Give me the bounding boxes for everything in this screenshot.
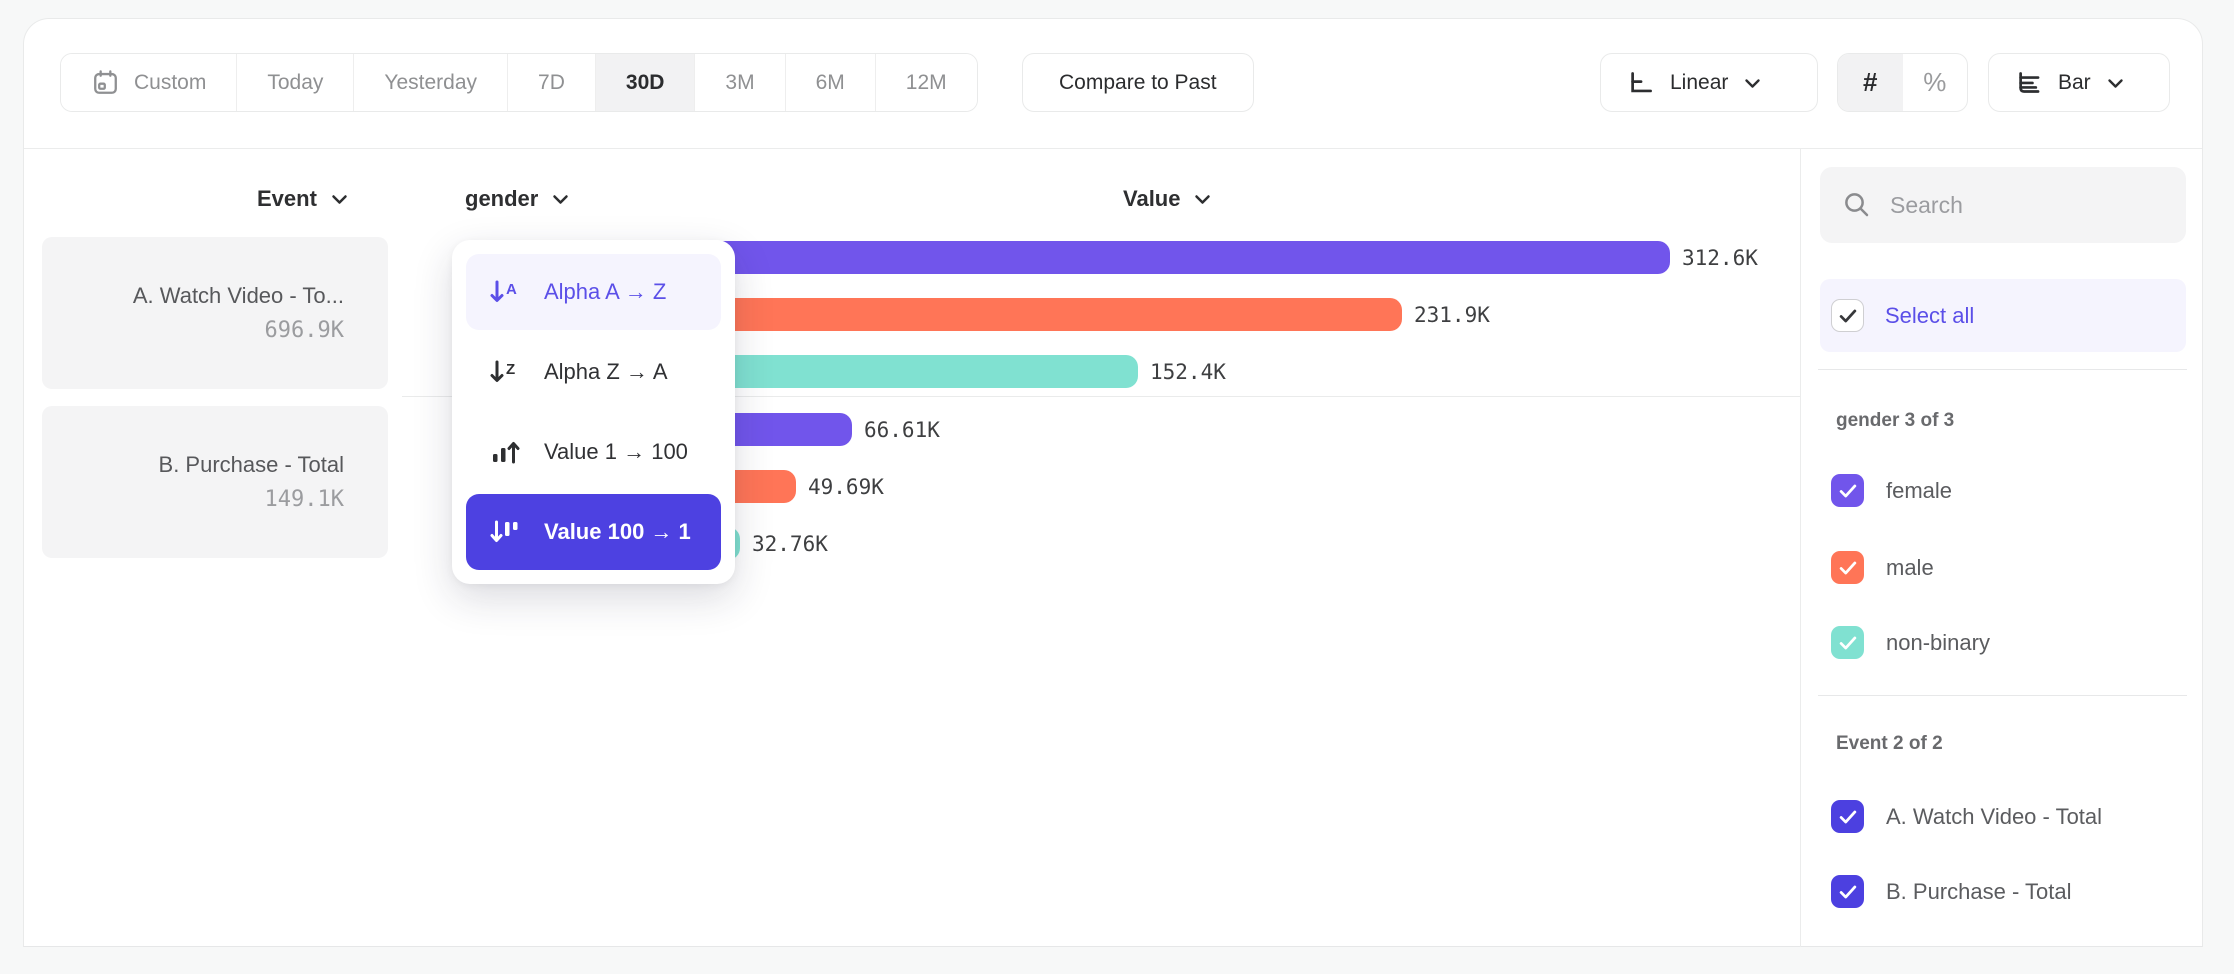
date-range-30d-selected[interactable]: 30D	[595, 54, 696, 111]
filter-row-nonbinary[interactable]: non-binary	[1831, 626, 1990, 659]
compare-to-past-button[interactable]: Compare to Past	[1022, 53, 1254, 112]
bar-male-watch-video[interactable]	[631, 298, 1402, 331]
chevron-down-icon	[2107, 71, 2124, 95]
sort-alpha-asc-icon: A	[484, 277, 526, 307]
bar-value-label: 32.76K	[752, 531, 828, 556]
value-format-toggle: # %	[1837, 53, 1968, 112]
chevron-down-icon	[553, 194, 569, 204]
sidebar-divider	[1800, 149, 1801, 947]
percent-values-toggle[interactable]: %	[1903, 54, 1968, 111]
filter-row-watch-video[interactable]: A. Watch Video - Total	[1831, 800, 2102, 833]
filter-row-female[interactable]: female	[1831, 474, 1952, 507]
scale-selector-linear[interactable]: Linear	[1600, 53, 1818, 112]
event-section-title: Event 2 of 2	[1836, 733, 1943, 754]
event-card-total: 696.9K	[264, 318, 344, 343]
male-checkbox[interactable]	[1831, 551, 1864, 584]
event-card-title: B. Purchase - Total	[158, 452, 344, 477]
event-card-purchase[interactable]: B. Purchase - Total 149.1K	[42, 406, 388, 558]
svg-text:A: A	[506, 281, 517, 298]
date-range-3m[interactable]: 3M	[695, 54, 786, 111]
select-all-checkbox[interactable]	[1831, 299, 1864, 332]
date-range-today[interactable]: Today	[237, 54, 355, 111]
sort-value-asc-icon	[484, 437, 526, 467]
svg-text:Z: Z	[506, 361, 515, 378]
date-range-6m[interactable]: 6M	[785, 54, 876, 111]
select-all-row[interactable]: Select all	[1820, 279, 2186, 352]
chevron-down-icon	[1744, 71, 1761, 95]
percent-icon: %	[1923, 67, 1947, 97]
date-range-yesterday[interactable]: Yesterday	[354, 54, 509, 111]
event-card-watch-video[interactable]: A. Watch Video - To... 696.9K	[42, 237, 388, 389]
bar-value-label: 312.6K	[1682, 245, 1758, 270]
bar-row: 231.9K	[631, 298, 1490, 331]
sort-alpha-desc-icon: Z	[484, 357, 526, 387]
search-box	[1820, 167, 2186, 243]
event-group-divider	[402, 396, 1800, 397]
female-checkbox[interactable]	[1831, 474, 1864, 507]
date-range-custom[interactable]: Custom	[61, 54, 238, 111]
filter-sidebar: Select all gender 3 of 3 female male non…	[1800, 148, 2203, 947]
filter-row-purchase[interactable]: B. Purchase - Total	[1831, 875, 2071, 908]
date-range-7d[interactable]: 7D	[508, 54, 596, 111]
sort-value-desc-icon	[484, 517, 526, 547]
date-range-label: Custom	[134, 70, 207, 94]
search-icon	[1842, 190, 1872, 220]
sort-option-alpha-asc[interactable]: A Alpha A → Z	[466, 254, 721, 330]
toolbar-divider	[24, 148, 2202, 149]
axis-scale-icon	[1627, 69, 1654, 96]
chevron-down-icon	[332, 194, 347, 204]
hash-icon: #	[1863, 67, 1878, 97]
filter-row-male[interactable]: male	[1831, 551, 1934, 584]
sort-menu-popup: A Alpha A → Z Z Alpha Z → A	[452, 240, 735, 584]
chevron-down-icon	[1195, 194, 1211, 204]
date-range-group: Custom Today Yesterday 7D 30D 3M 6M 12M	[60, 53, 978, 112]
bar-value-label: 49.69K	[808, 474, 884, 499]
bar-value-label: 152.4K	[1150, 359, 1226, 384]
calendar-icon	[91, 68, 120, 97]
event-card-title: A. Watch Video - To...	[132, 283, 344, 308]
gender-section-title: gender 3 of 3	[1836, 410, 1955, 431]
bar-value-label: 231.9K	[1414, 302, 1490, 327]
sort-option-value-desc-selected[interactable]: Value 100 → 1	[466, 494, 721, 570]
sidebar-section-divider	[1818, 695, 2187, 696]
bar-female-watch-video[interactable]	[631, 241, 1670, 274]
watch-video-checkbox[interactable]	[1831, 800, 1864, 833]
toolbar: Custom Today Yesterday 7D 30D 3M 6M 12M …	[0, 0, 2234, 148]
chart-pane: Event gender Value A. Watch Video - To..…	[23, 148, 1800, 947]
nonbinary-checkbox[interactable]	[1831, 626, 1864, 659]
search-input[interactable]	[1890, 191, 2186, 219]
sort-option-value-asc[interactable]: Value 1 → 100	[466, 414, 721, 490]
event-column-header[interactable]: Event	[257, 184, 348, 214]
purchase-checkbox[interactable]	[1831, 875, 1864, 908]
bar-value-label: 66.61K	[864, 417, 940, 442]
bar-chart-icon	[2015, 69, 2042, 96]
date-range-12m[interactable]: 12M	[875, 54, 977, 111]
sort-option-alpha-desc[interactable]: Z Alpha Z → A	[466, 334, 721, 410]
absolute-values-toggle[interactable]: #	[1838, 54, 1903, 111]
breakdown-column-header[interactable]: gender	[465, 184, 569, 214]
bar-row: 312.6K	[631, 241, 1758, 274]
value-column-header[interactable]: Value	[1123, 184, 1211, 214]
event-card-total: 149.1K	[264, 487, 344, 512]
chart-type-selector-bar[interactable]: Bar	[1988, 53, 2170, 112]
sidebar-section-divider	[1818, 369, 2187, 370]
